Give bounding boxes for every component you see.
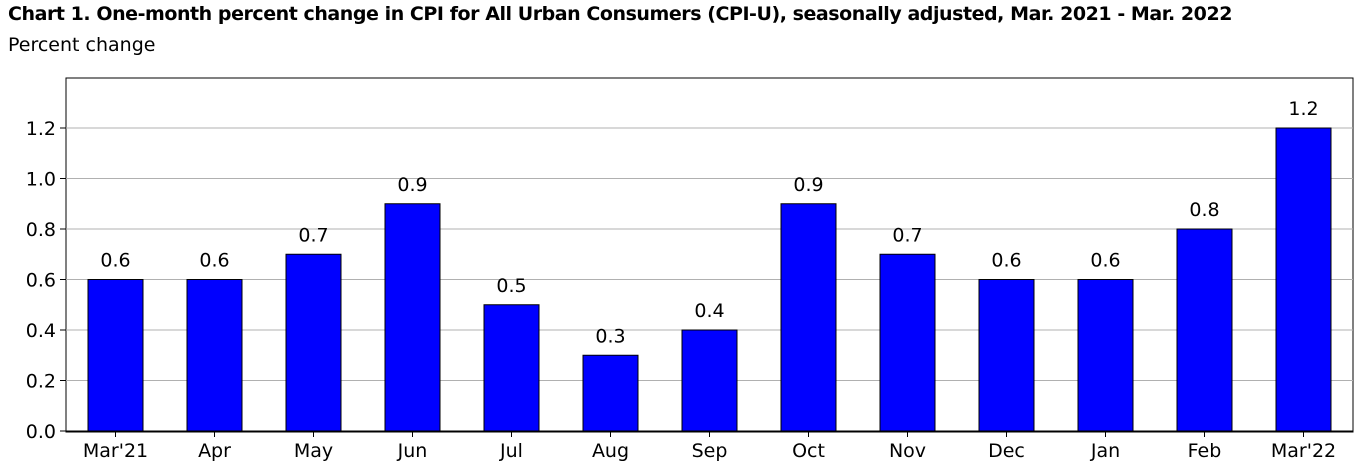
data-labels: 0.6 0.6 0.7 0.9 0.5 0.3 0.4 0.9 0.7 0.6 0.6 0.8 1.2	[100, 98, 1318, 347]
data-label: 0.9	[397, 174, 427, 196]
y-tick-label: 0.6	[26, 270, 56, 292]
bar	[87, 279, 144, 432]
data-label: 0.9	[793, 174, 823, 196]
x-tick-label: May	[294, 440, 333, 462]
bar	[1176, 228, 1233, 432]
bar	[1275, 127, 1332, 432]
chart-subtitle: Percent change	[8, 34, 156, 56]
x-tick-label: Feb	[1188, 440, 1222, 462]
data-label: 0.8	[1189, 199, 1219, 221]
x-tick-label: Jan	[1090, 440, 1120, 462]
chart-title: Chart 1. One-month percent change in CPI…	[8, 3, 1232, 25]
x-tick-label: Jul	[499, 440, 523, 462]
x-tick-label: Apr	[198, 440, 231, 462]
bars	[87, 127, 1332, 432]
bar	[582, 354, 639, 432]
x-tick-label: Sep	[692, 440, 728, 462]
bar	[384, 203, 441, 432]
data-label: 1.2	[1288, 98, 1318, 120]
data-label: 0.7	[892, 224, 922, 246]
bar	[483, 304, 540, 432]
bar	[879, 253, 936, 432]
data-label: 0.6	[199, 250, 229, 272]
y-tick-label: 1.0	[26, 169, 56, 191]
data-label: 0.5	[496, 275, 526, 297]
y-tick-label: 0.2	[26, 371, 56, 393]
axes: 0.0 0.2 0.4 0.6 0.8 1.0 1.2 Mar'21 Apr May Jun Jul A…	[26, 118, 1353, 462]
bar	[186, 279, 243, 432]
bar	[681, 329, 738, 432]
bar	[978, 279, 1035, 432]
x-tick-label: Nov	[889, 440, 926, 462]
x-tick-label: Jun	[397, 440, 428, 462]
y-tick-label: 0.0	[26, 421, 56, 443]
bar	[1077, 279, 1134, 432]
x-tick-label: Mar'21	[83, 440, 148, 462]
bar	[285, 253, 342, 432]
x-tick-label: Mar'22	[1271, 440, 1336, 462]
x-tick-label: Dec	[988, 440, 1025, 462]
data-label: 0.6	[1090, 250, 1120, 272]
y-tick-label: 1.2	[26, 118, 56, 140]
gridlines	[66, 127, 1353, 381]
data-label: 0.6	[100, 250, 130, 272]
data-label: 0.6	[991, 250, 1021, 272]
y-tick-label: 0.4	[26, 320, 56, 342]
y-tick-label: 0.8	[26, 219, 56, 241]
data-label: 0.4	[694, 300, 724, 322]
bar	[780, 203, 837, 432]
data-label: 0.7	[298, 224, 328, 246]
x-tick-label: Oct	[792, 440, 825, 462]
data-label: 0.3	[595, 325, 625, 347]
x-tick-label: Aug	[592, 440, 629, 462]
